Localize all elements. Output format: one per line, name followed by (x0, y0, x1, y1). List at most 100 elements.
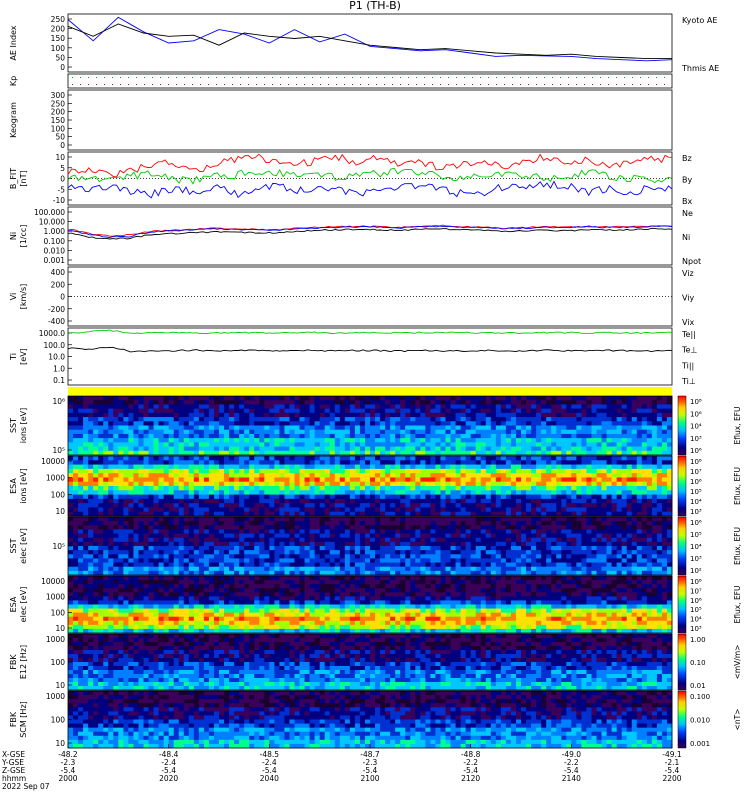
heatmap-cell (500, 450, 507, 456)
heatmap-cell (661, 460, 668, 465)
heatmap-cell (536, 477, 542, 483)
heatmap-cell (420, 503, 426, 508)
heatmap-cell (470, 460, 477, 465)
heatmap-cell (666, 442, 673, 447)
heatmap-cell (661, 473, 668, 478)
heatmap-cell (354, 546, 361, 551)
heatmap-cell (309, 554, 316, 559)
heatmap-cell (309, 446, 316, 452)
heatmap-cell (68, 408, 74, 414)
heatmap-cell (666, 498, 673, 504)
heatmap-cell (616, 433, 623, 439)
heatmap-cell (395, 473, 401, 478)
heatmap-cell (521, 400, 527, 405)
heatmap-cell (244, 429, 250, 435)
heatmap-cell (244, 537, 250, 543)
heatmap-cell (73, 507, 79, 513)
heatmap-cell (626, 460, 633, 465)
heatmap-cell (78, 503, 84, 508)
heatmap-cell (475, 525, 482, 530)
heatmap-cell (153, 460, 159, 465)
heatmap-cell (168, 486, 175, 491)
heatmap-cell (234, 464, 240, 470)
heatmap-cell (108, 537, 114, 543)
kp-dot (352, 84, 353, 85)
heatmap-cell (128, 404, 134, 410)
heatmap-cell (324, 507, 331, 513)
heatmap-cell (93, 537, 99, 543)
heatmap-cell (279, 456, 285, 461)
heatmap-cell (118, 533, 124, 539)
kp-dot (384, 84, 385, 85)
heatmap-cell (359, 473, 366, 478)
heatmap-cell (405, 442, 411, 447)
heatmap-cell (274, 503, 280, 508)
heatmap-cell (103, 456, 109, 461)
heatmap-cell (591, 421, 597, 426)
heatmap-cell (450, 412, 456, 418)
heatmap-cell (420, 521, 426, 526)
heatmap-cell (636, 498, 643, 504)
heatmap-cell (390, 521, 396, 526)
heatmap-cell (299, 511, 305, 517)
heatmap-cell (309, 498, 316, 504)
heatmap-cell (656, 541, 663, 547)
heatmap-cell (581, 438, 587, 443)
heatmap-cell (420, 490, 426, 495)
heatmap-cell (576, 421, 582, 426)
heatmap-cell (229, 438, 235, 443)
heatmap-cell (646, 525, 653, 530)
heatmap-cell (510, 521, 517, 526)
heatmap-cell (319, 525, 326, 530)
heatmap-cell (254, 525, 260, 530)
heatmap-cell (410, 421, 416, 426)
heatmap-cell (78, 554, 84, 559)
heatmap-cell (143, 425, 149, 431)
heatmap-cell (370, 529, 376, 534)
kp-dot (528, 77, 529, 78)
heatmap-cell (334, 525, 341, 530)
heatmap-cell (334, 529, 341, 534)
heatmap-cell (521, 503, 527, 508)
heatmap-cell (118, 554, 124, 559)
kp-dot (200, 84, 201, 85)
kp-dot (264, 84, 265, 85)
heatmap-cell (198, 473, 205, 478)
heatmap-cell (490, 408, 497, 414)
heatmap-cell (455, 421, 461, 426)
heatmap-cell (415, 412, 421, 418)
heatmap-cell (178, 450, 185, 456)
heatmap-cell (646, 541, 653, 547)
heatmap-cell (138, 460, 144, 465)
heatmap-cell (193, 525, 200, 530)
heatmap-cell (455, 433, 461, 439)
heatmap-cell (405, 421, 411, 426)
heatmap-cell (354, 521, 361, 526)
kp-dot (424, 84, 425, 85)
kp-dot (496, 84, 497, 85)
heatmap-cell (359, 442, 366, 447)
heatmap-cell (641, 517, 648, 522)
heatmap-cell (259, 503, 265, 508)
heatmap-cell (349, 412, 356, 418)
heatmap-cell (294, 433, 300, 439)
heatmap-cell (133, 464, 139, 470)
heatmap-cell (334, 464, 341, 470)
legend-3-0: Bz (682, 154, 692, 163)
heatmap-cell (646, 468, 653, 474)
heatmap-cell (249, 460, 255, 465)
heatmap-cell (661, 541, 668, 547)
heatmap-cell (259, 529, 265, 534)
heatmap-cell (173, 442, 180, 447)
heatmap-cell (138, 533, 144, 539)
heatmap-cell (566, 408, 572, 414)
heatmap-cell (88, 460, 94, 465)
heatmap-cell (571, 486, 577, 491)
heatmap-cell (213, 562, 220, 568)
heatmap-cell (475, 456, 482, 461)
heatmap-cell (541, 533, 547, 539)
heatmap-cell (475, 546, 482, 551)
heatmap-cell (475, 433, 482, 439)
heatmap-cell (334, 433, 341, 439)
heatmap-cell (123, 521, 129, 526)
